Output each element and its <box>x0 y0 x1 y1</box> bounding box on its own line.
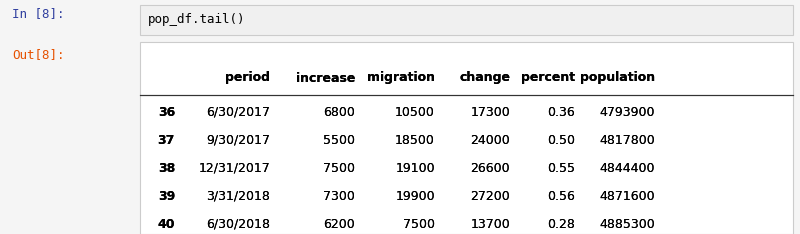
Text: 38: 38 <box>158 161 175 175</box>
Text: 4793900: 4793900 <box>599 106 655 118</box>
Text: 6800: 6800 <box>323 106 355 118</box>
Text: 0.55: 0.55 <box>547 161 575 175</box>
Text: 10500: 10500 <box>395 106 435 118</box>
Text: 13700: 13700 <box>470 217 510 230</box>
Text: pop_df.tail(): pop_df.tail() <box>148 14 246 26</box>
Text: migration: migration <box>367 72 435 84</box>
FancyBboxPatch shape <box>140 42 793 234</box>
Text: 27200: 27200 <box>470 190 510 202</box>
Text: 7300: 7300 <box>323 190 355 202</box>
Text: 7500: 7500 <box>403 217 435 230</box>
Text: 36: 36 <box>158 106 175 118</box>
Text: 17300: 17300 <box>470 106 510 118</box>
Text: increase: increase <box>296 72 355 84</box>
Text: 12/31/2017: 12/31/2017 <box>198 161 270 175</box>
Text: increase: increase <box>296 72 355 84</box>
Text: 0.36: 0.36 <box>547 106 575 118</box>
Text: change: change <box>459 72 510 84</box>
Text: 0.56: 0.56 <box>547 190 575 202</box>
Text: 6/30/2018: 6/30/2018 <box>206 217 270 230</box>
Text: 24000: 24000 <box>470 134 510 146</box>
Text: 19900: 19900 <box>395 190 435 202</box>
Text: 39: 39 <box>158 190 175 202</box>
Text: 10500: 10500 <box>395 106 435 118</box>
Text: 5500: 5500 <box>323 134 355 146</box>
Text: period: period <box>225 72 270 84</box>
Text: 0.50: 0.50 <box>547 134 575 146</box>
Text: 6/30/2017: 6/30/2017 <box>206 106 270 118</box>
Text: period: period <box>225 72 270 84</box>
Text: 26600: 26600 <box>470 161 510 175</box>
Text: 9/30/2017: 9/30/2017 <box>206 134 270 146</box>
Text: 36: 36 <box>158 106 175 118</box>
Text: 13700: 13700 <box>470 217 510 230</box>
Text: 0.28: 0.28 <box>547 217 575 230</box>
Text: 9/30/2017: 9/30/2017 <box>206 134 270 146</box>
Text: 4817800: 4817800 <box>599 134 655 146</box>
Text: 27200: 27200 <box>470 190 510 202</box>
Text: population: population <box>580 72 655 84</box>
Text: 7500: 7500 <box>323 161 355 175</box>
Text: 12/31/2017: 12/31/2017 <box>198 161 270 175</box>
Text: change: change <box>459 72 510 84</box>
Text: 6/30/2018: 6/30/2018 <box>206 217 270 230</box>
Text: 37: 37 <box>158 134 175 146</box>
Text: 4885300: 4885300 <box>599 217 655 230</box>
Text: 0.56: 0.56 <box>547 190 575 202</box>
Text: 0.36: 0.36 <box>547 106 575 118</box>
Text: Out[8]:: Out[8]: <box>13 48 65 62</box>
Text: 37: 37 <box>158 134 175 146</box>
Text: percent: percent <box>521 72 575 84</box>
Text: 24000: 24000 <box>470 134 510 146</box>
Text: 26600: 26600 <box>470 161 510 175</box>
Text: 40: 40 <box>158 217 175 230</box>
Text: 5500: 5500 <box>323 134 355 146</box>
Text: percent: percent <box>521 72 575 84</box>
Text: 19900: 19900 <box>395 190 435 202</box>
Text: 3/31/2018: 3/31/2018 <box>206 190 270 202</box>
Text: 4871600: 4871600 <box>599 190 655 202</box>
Text: 0.28: 0.28 <box>547 217 575 230</box>
Text: 6/30/2017: 6/30/2017 <box>206 106 270 118</box>
Text: 4885300: 4885300 <box>599 217 655 230</box>
Text: 0.55: 0.55 <box>547 161 575 175</box>
Text: 7500: 7500 <box>403 217 435 230</box>
Text: 7500: 7500 <box>323 161 355 175</box>
Text: 6200: 6200 <box>323 217 355 230</box>
Text: 6800: 6800 <box>323 106 355 118</box>
Text: 6200: 6200 <box>323 217 355 230</box>
FancyBboxPatch shape <box>140 5 793 35</box>
Text: 4793900: 4793900 <box>599 106 655 118</box>
Text: 4844400: 4844400 <box>599 161 655 175</box>
Text: 18500: 18500 <box>395 134 435 146</box>
Text: In [8]:: In [8]: <box>13 7 65 21</box>
Text: 3/31/2018: 3/31/2018 <box>206 190 270 202</box>
Text: 18500: 18500 <box>395 134 435 146</box>
Text: migration: migration <box>367 72 435 84</box>
Text: 17300: 17300 <box>470 106 510 118</box>
Text: 7300: 7300 <box>323 190 355 202</box>
Text: 39: 39 <box>158 190 175 202</box>
Text: 4871600: 4871600 <box>599 190 655 202</box>
Text: 19100: 19100 <box>395 161 435 175</box>
Text: 0.50: 0.50 <box>547 134 575 146</box>
Text: 40: 40 <box>158 217 175 230</box>
Text: 4844400: 4844400 <box>599 161 655 175</box>
Text: 38: 38 <box>158 161 175 175</box>
Text: 19100: 19100 <box>395 161 435 175</box>
Text: 4817800: 4817800 <box>599 134 655 146</box>
Text: population: population <box>580 72 655 84</box>
